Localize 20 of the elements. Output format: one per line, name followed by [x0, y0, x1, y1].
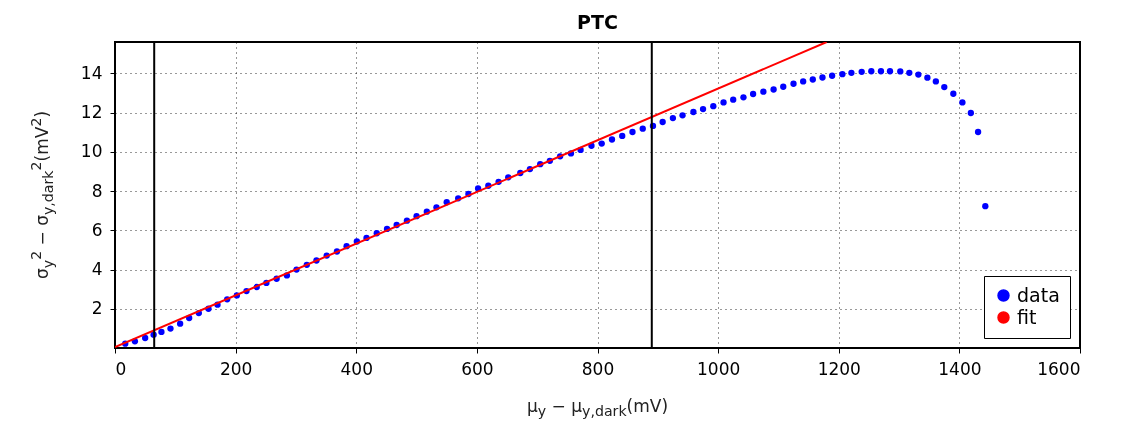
y-tick-label: 8 — [91, 180, 103, 201]
x-tick-label: 1000 — [696, 358, 741, 379]
x-tick-label: 0 — [115, 358, 127, 379]
x-tick-label: 800 — [581, 358, 615, 379]
y-tick-label: 12 — [80, 102, 103, 123]
x-tick-label: 1200 — [817, 358, 861, 379]
chart-title: PTC — [577, 11, 618, 33]
x-tick-label: 200 — [219, 358, 253, 379]
y-tick-label: 4 — [91, 259, 103, 280]
y-tick-label: 10 — [80, 141, 103, 162]
legend-label: data — [1017, 283, 1060, 306]
x-axis-title: μ$_{y}$ − μ$_{y,dark}$(mV) — [525, 396, 670, 420]
y-tick-label: 14 — [80, 62, 103, 83]
legend-label: fit — [1017, 305, 1037, 328]
x-tick-label: 1400 — [938, 358, 982, 379]
x-tick-label: 600 — [461, 358, 494, 379]
x-tick-label: 1600 — [1037, 358, 1081, 379]
x-tick-label: 400 — [340, 358, 373, 379]
y-tick-label: 6 — [91, 219, 103, 240]
y-tick-label: 2 — [91, 298, 103, 319]
